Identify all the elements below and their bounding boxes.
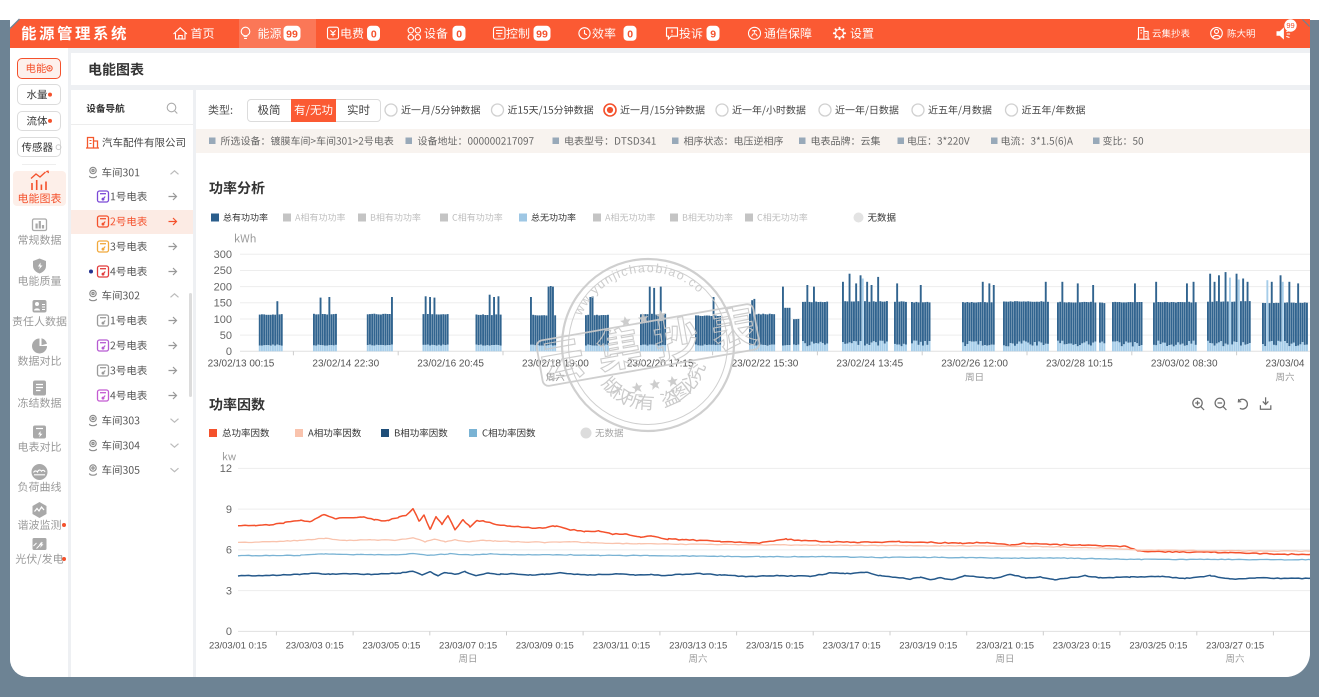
- svg-text:23/03/05 0:15: 23/03/05 0:15: [362, 641, 420, 652]
- svg-text:99: 99: [286, 28, 298, 40]
- svg-text:23/03/19 0:15: 23/03/19 0:15: [899, 641, 957, 652]
- svg-text:23/02/14 22:30: 23/02/14 22:30: [312, 359, 379, 370]
- svg-text:23/02/22 15:30: 23/02/22 15:30: [732, 359, 799, 370]
- svg-text:23/03/21 0:15: 23/03/21 0:15: [976, 641, 1034, 652]
- svg-text:0: 0: [456, 28, 462, 40]
- svg-text:23/03/27 0:15: 23/03/27 0:15: [1206, 641, 1264, 652]
- svg-text:9: 9: [226, 504, 232, 516]
- svg-text:23/03/09 0:15: 23/03/09 0:15: [516, 641, 574, 652]
- svg-text:23/03/07 0:15: 23/03/07 0:15: [439, 641, 497, 652]
- svg-text:12: 12: [220, 463, 232, 475]
- svg-text:23/02/16 20:45: 23/02/16 20:45: [417, 359, 484, 370]
- svg-text:23/02/20 17:15: 23/02/20 17:15: [627, 359, 694, 370]
- svg-text:23/03/25 0:15: 23/03/25 0:15: [1129, 641, 1187, 652]
- svg-text:250: 250: [214, 265, 232, 277]
- svg-text:0: 0: [627, 28, 633, 40]
- svg-text:0: 0: [226, 346, 232, 358]
- svg-text:23/03/23 0:15: 23/03/23 0:15: [1053, 641, 1111, 652]
- svg-text:50: 50: [220, 330, 232, 342]
- svg-text:23/03/17 0:15: 23/03/17 0:15: [823, 641, 881, 652]
- svg-text:0: 0: [226, 626, 232, 638]
- svg-text:23/03/02 08:30: 23/03/02 08:30: [1151, 359, 1218, 370]
- svg-text:23/03/03 0:15: 23/03/03 0:15: [286, 641, 344, 652]
- svg-text:23/02/28 10:15: 23/02/28 10:15: [1046, 359, 1113, 370]
- svg-text:6: 6: [226, 545, 232, 557]
- svg-text:9: 9: [710, 28, 716, 40]
- svg-text:23/03/01 0:15: 23/03/01 0:15: [209, 641, 267, 652]
- svg-text:200: 200: [214, 281, 232, 293]
- svg-text:23/02/26 12:00: 23/02/26 12:00: [941, 359, 1008, 370]
- svg-text:99: 99: [1286, 21, 1294, 30]
- svg-text:100: 100: [214, 314, 232, 326]
- svg-text:23/03/04: 23/03/04: [1266, 359, 1305, 370]
- svg-text:23/03/11 0:15: 23/03/11 0:15: [593, 641, 650, 652]
- svg-text:300: 300: [214, 249, 232, 261]
- svg-text:0: 0: [371, 28, 377, 40]
- svg-text:23/03/13 0:15: 23/03/13 0:15: [669, 641, 727, 652]
- svg-text:23/02/13 00:15: 23/02/13 00:15: [208, 359, 275, 370]
- svg-text:3: 3: [226, 586, 232, 598]
- svg-text:23/03/15 0:15: 23/03/15 0:15: [746, 641, 804, 652]
- svg-text:23/02/24 13:45: 23/02/24 13:45: [836, 359, 903, 370]
- svg-text:150: 150: [214, 298, 232, 310]
- svg-text:23/02/18 19:00: 23/02/18 19:00: [522, 359, 589, 370]
- svg-text:99: 99: [536, 28, 548, 40]
